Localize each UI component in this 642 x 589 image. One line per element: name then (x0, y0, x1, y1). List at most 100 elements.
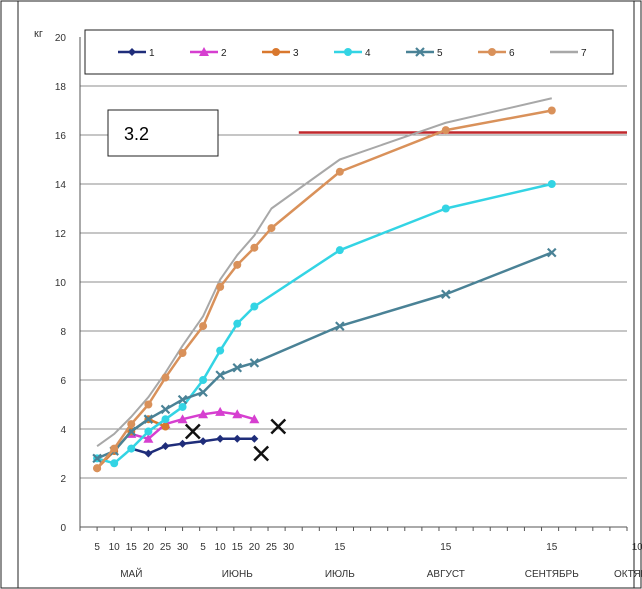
data-point (215, 370, 225, 380)
series-line-7 (96, 97, 553, 447)
data-point (177, 414, 188, 424)
legend-label: 7 (581, 48, 587, 59)
data-point (198, 409, 209, 419)
data-point (178, 402, 187, 411)
y-axis-unit-label: кг (34, 28, 43, 40)
data-point (250, 243, 259, 252)
data-point (161, 415, 170, 424)
data-point (267, 224, 276, 233)
x-tick-label: 15 (126, 542, 138, 553)
legend-item-2: 2 (190, 47, 227, 59)
month-label: ИЮНЬ (222, 569, 254, 580)
x-tick-label: 20 (143, 542, 155, 553)
legend-label: 1 (149, 48, 155, 59)
data-point (127, 444, 136, 453)
data-point (92, 453, 102, 464)
cross-mark (270, 418, 287, 435)
data-point (216, 434, 225, 443)
y-tick-label: 0 (60, 523, 66, 534)
y-tick-label: 8 (60, 327, 66, 338)
data-point (178, 349, 187, 358)
legend-swatch-marker (415, 47, 425, 57)
y-tick-label: 10 (55, 278, 67, 289)
data-point (335, 321, 345, 331)
data-point (335, 246, 344, 255)
data-point (143, 414, 154, 424)
data-point (177, 394, 188, 405)
data-point (249, 358, 260, 368)
data-point (161, 442, 170, 451)
x-tick-label: 15 (546, 542, 558, 553)
legend-item-7: 7 (550, 48, 587, 59)
legend-swatch-marker (344, 48, 352, 56)
data-point (93, 464, 102, 473)
label-box: 3.2 (107, 109, 219, 157)
data-point (144, 427, 153, 436)
data-point (160, 404, 171, 415)
legend-item-1: 1 (118, 48, 155, 59)
data-point (216, 282, 225, 291)
legend-label: 2 (221, 48, 227, 59)
label-box-text: 3.2 (124, 124, 149, 144)
series-line-2 (130, 410, 255, 441)
y-tick-label: 18 (55, 82, 67, 93)
data-point (547, 247, 557, 258)
data-point (110, 459, 119, 468)
data-point (199, 322, 208, 331)
data-point (161, 373, 170, 382)
data-point (335, 167, 344, 176)
data-point (199, 376, 208, 384)
y-tick-label: 12 (55, 229, 67, 240)
series-line-6 (96, 109, 553, 470)
series-5 (92, 247, 557, 464)
series-7 (96, 97, 553, 447)
x-tick-label: 15 (334, 542, 346, 553)
data-point (198, 387, 208, 398)
data-point (143, 433, 154, 443)
legend-swatch-marker (199, 47, 209, 56)
annotations (184, 418, 287, 462)
cross-mark (253, 445, 270, 462)
month-label: ИЮЛЬ (325, 569, 355, 580)
y-tick-label: 14 (55, 180, 67, 191)
data-point (441, 289, 451, 300)
y-tick-label: 4 (60, 425, 66, 436)
data-point (441, 204, 450, 213)
legend-label: 4 (365, 48, 371, 59)
legend-swatch-marker (128, 48, 136, 56)
x-tick-label: 30 (283, 542, 295, 553)
data-point (233, 319, 242, 328)
data-point (127, 420, 136, 429)
x-tick-label: 10 (632, 542, 642, 553)
data-point (250, 302, 259, 311)
cross-mark (184, 423, 201, 440)
y-tick-label: 16 (55, 131, 67, 142)
data-point (547, 180, 556, 188)
gridlines (80, 85, 627, 479)
y-tick-label: 6 (60, 376, 66, 387)
x-tick-label: 5 (94, 542, 100, 553)
y-tick-label: 20 (55, 33, 67, 44)
data-point (232, 409, 243, 419)
legend-item-4: 4 (334, 48, 371, 59)
data-point (232, 362, 243, 373)
month-label: АВГУСТ (427, 569, 465, 580)
series-layer (92, 97, 557, 473)
month-label: ОКТЯБРЬ (614, 569, 642, 580)
data-point (199, 437, 208, 446)
legend-label: 5 (437, 48, 443, 59)
x-tick-label: 15 (440, 542, 452, 553)
legend-label: 3 (293, 48, 299, 59)
data-point (547, 106, 556, 115)
label-box-rect (107, 109, 219, 157)
x-tick-label: 25 (266, 542, 278, 553)
month-label: СЕНТЯБРЬ (525, 569, 579, 580)
x-tick-label: 5 (200, 542, 206, 553)
data-point (144, 449, 153, 458)
data-point (250, 434, 259, 443)
legend-label: 6 (509, 48, 515, 59)
series-6 (93, 106, 556, 473)
